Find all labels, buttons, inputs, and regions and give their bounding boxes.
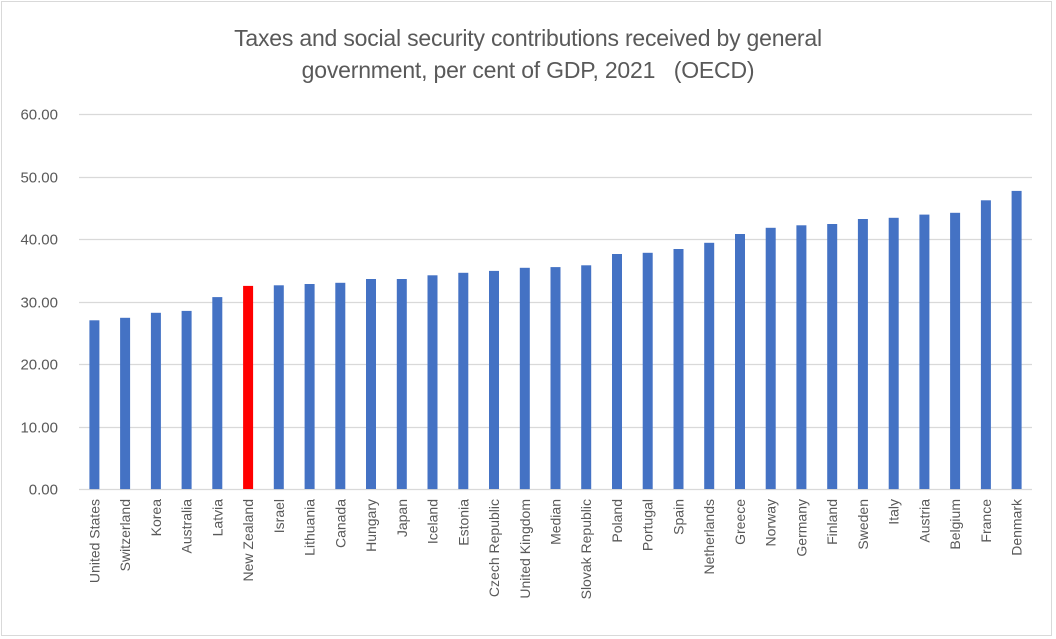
bar-portugal	[642, 252, 653, 490]
x-tick-label: United Kingdom	[517, 499, 533, 599]
bar-united-states	[89, 320, 100, 490]
bar-finland	[827, 224, 838, 489]
y-axis: 0.00 10.00 20.00 30.00 40.00 50.00 60.00	[20, 107, 58, 499]
x-tick-label: United States	[86, 499, 102, 583]
x-tick-label: Netherlands	[701, 499, 717, 575]
bar-sweden	[857, 219, 868, 489]
chart-title-line-1: Taxes and social security contributions …	[234, 25, 822, 51]
x-tick-label: Hungary	[363, 499, 379, 552]
x-tick-label: Czech Republic	[486, 499, 502, 597]
bar-greece	[735, 234, 745, 489]
y-tick-label: 60.00	[20, 107, 58, 124]
x-tick-label: Israel	[271, 499, 287, 533]
x-axis: United States Switzerland Korea Australia La…	[86, 498, 1024, 599]
chart-title-line-2: government, per cent of GDP, 2021 (OECD)	[301, 57, 755, 83]
bar-spain	[673, 249, 684, 489]
x-tick-label: Iceland	[425, 499, 441, 544]
x-tick-label: Norway	[763, 499, 779, 546]
y-tick-label: 20.00	[20, 357, 58, 374]
x-tick-label: Slovak Republic	[578, 499, 594, 599]
x-tick-label: Italy	[886, 499, 902, 525]
x-tick-label: Belgium	[947, 499, 963, 550]
bar-iceland	[427, 275, 438, 490]
bar-italy	[888, 217, 899, 490]
bar-austria	[919, 214, 930, 489]
x-tick-label: Poland	[609, 499, 625, 543]
x-tick-label: New Zealand	[240, 499, 256, 582]
bar-united-kingdom	[519, 267, 530, 490]
bar-slovak-republic	[581, 265, 592, 490]
y-tick-label: 10.00	[20, 420, 58, 437]
bar-latvia	[212, 297, 223, 489]
x-tick-label: Finland	[824, 499, 840, 545]
bar-median	[550, 267, 561, 489]
bar-korea	[150, 312, 161, 490]
x-tick-label: Japan	[394, 499, 410, 537]
x-tick-label: Greece	[732, 499, 748, 545]
bar-norway	[765, 227, 776, 490]
x-tick-label: Austria	[916, 499, 932, 543]
bar-israel	[273, 285, 284, 490]
x-tick-label: Sweden	[855, 499, 871, 550]
bar-japan	[396, 279, 407, 489]
bar-new-zealand	[243, 285, 254, 489]
x-tick-label: Australia	[179, 499, 195, 554]
x-tick-label: Denmark	[1009, 498, 1025, 556]
bar-poland	[612, 254, 622, 489]
bar-australia	[181, 310, 192, 489]
bar-hungary	[366, 279, 376, 489]
bar-belgium	[950, 212, 961, 490]
bar-switzerland	[120, 317, 131, 490]
x-tick-label: Korea	[148, 499, 164, 537]
y-tick-label: 50.00	[20, 170, 58, 187]
x-tick-label: Portugal	[640, 499, 656, 551]
bar-estonia	[458, 272, 469, 490]
y-tick-label: 40.00	[20, 232, 58, 249]
bars	[89, 190, 1022, 490]
bar-netherlands	[704, 242, 715, 489]
bar-germany	[796, 225, 807, 490]
x-tick-label: Lithuania	[302, 499, 318, 556]
y-tick-label: 30.00	[20, 295, 58, 312]
x-tick-label: Median	[548, 499, 564, 545]
x-tick-label: Latvia	[209, 499, 225, 537]
bar-denmark	[1011, 190, 1022, 489]
x-tick-label: France	[978, 499, 994, 543]
y-tick-label: 0.00	[29, 482, 58, 499]
x-tick-label: Spain	[671, 499, 687, 535]
x-tick-label: Estonia	[455, 499, 471, 546]
chart-title: Taxes and social security contributions …	[0, 22, 1056, 86]
bar-canada	[335, 282, 346, 490]
bar-france	[980, 200, 991, 490]
bar-lithuania	[304, 284, 315, 489]
x-tick-label: Germany	[793, 499, 809, 557]
x-tick-label: Switzerland	[117, 499, 133, 571]
x-tick-label: Canada	[332, 499, 348, 548]
bar-czech-republic	[489, 270, 499, 489]
